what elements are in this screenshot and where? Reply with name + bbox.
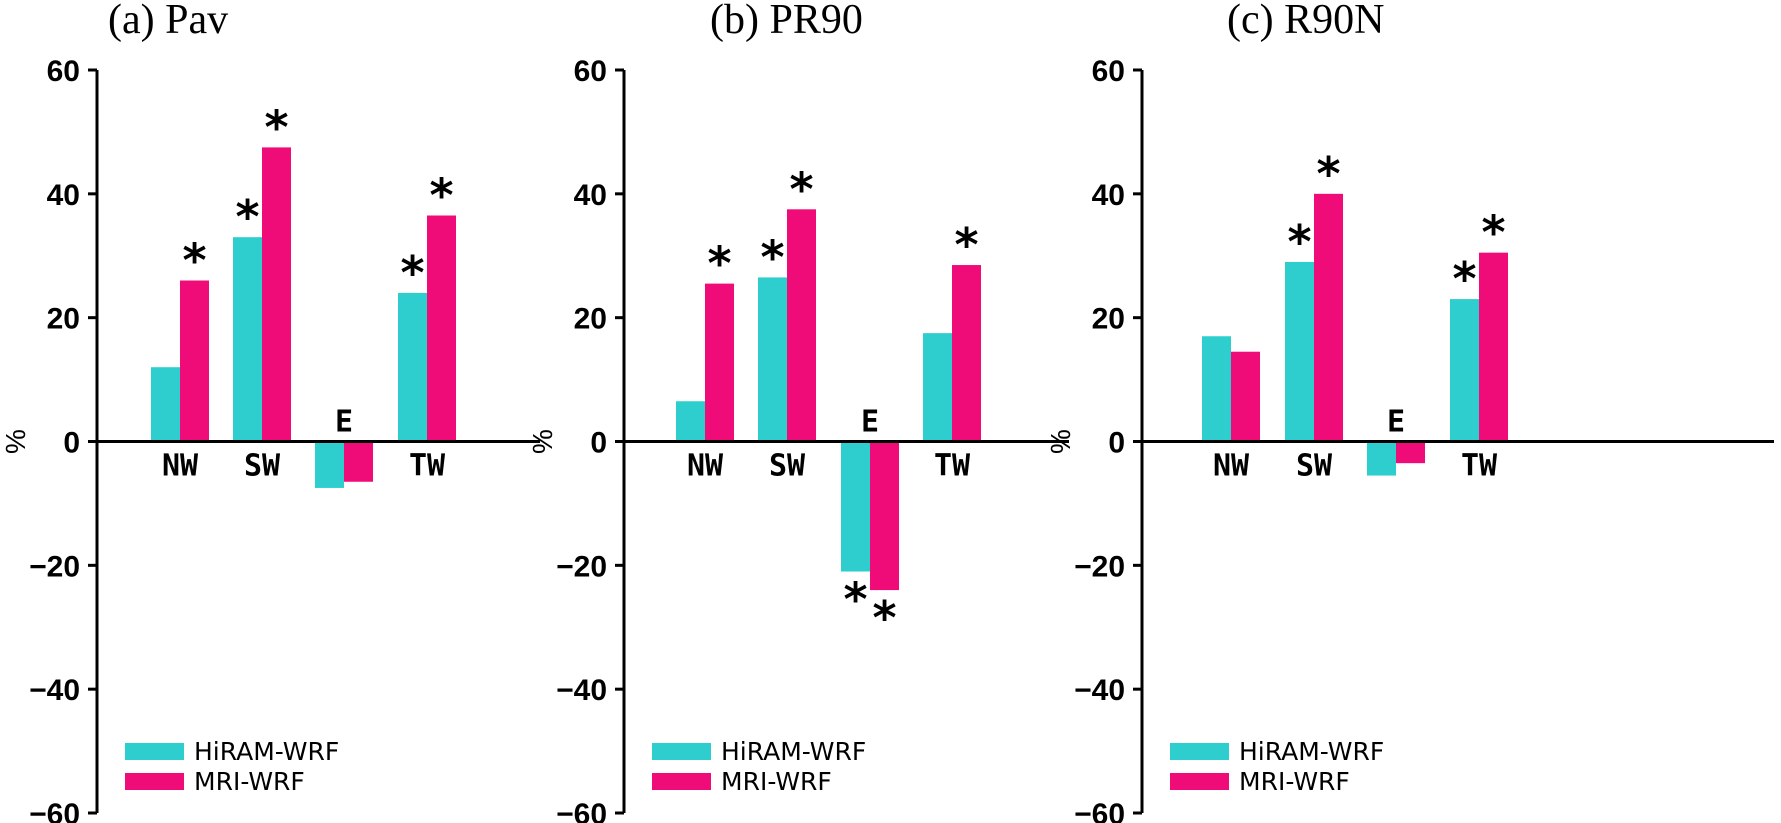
bar-nw-hiram-wrf xyxy=(676,401,705,442)
y-tick-label: −40 xyxy=(29,674,80,707)
y-tick-label: −20 xyxy=(556,550,607,583)
category-label: SW xyxy=(769,449,806,484)
y-axis-label: % xyxy=(0,429,31,454)
significance-star: * xyxy=(872,591,896,645)
legend-label: HiRAM-WRF xyxy=(1239,737,1384,766)
panel-title: (c) R90N xyxy=(1227,0,1384,43)
category-label: TW xyxy=(409,449,446,484)
category-label: NW xyxy=(162,449,199,484)
y-axis-label: % xyxy=(1045,429,1076,454)
legend-label: MRI-WRF xyxy=(721,767,832,796)
category-label: E xyxy=(1387,405,1405,440)
y-tick-label: 0 xyxy=(63,427,80,460)
significance-star: * xyxy=(760,230,784,284)
significance-star: * xyxy=(1452,252,1476,306)
significance-star: * xyxy=(429,169,453,223)
bar-e-hiram-wrf xyxy=(1367,441,1396,476)
legend-swatch-hiram-wrf xyxy=(652,743,711,760)
bar-tw-mri-wrf xyxy=(427,215,456,442)
bar-tw-hiram-wrf xyxy=(1450,299,1479,442)
category-label: E xyxy=(335,405,353,440)
bar-nw-mri-wrf xyxy=(180,280,209,442)
y-tick-label: 0 xyxy=(590,427,607,460)
bar-nw-hiram-wrf xyxy=(151,367,180,442)
legend-label: HiRAM-WRF xyxy=(721,737,866,766)
y-tick-label: −20 xyxy=(29,550,80,583)
bar-e-hiram-wrf xyxy=(841,441,870,572)
y-tick-label: 60 xyxy=(574,55,607,88)
bar-sw-mri-wrf xyxy=(262,147,291,442)
bar-sw-mri-wrf xyxy=(787,209,816,442)
category-label: SW xyxy=(244,449,281,484)
bar-nw-mri-wrf xyxy=(1231,351,1260,442)
category-label: E xyxy=(861,405,879,440)
bar-e-hiram-wrf xyxy=(315,441,344,488)
y-tick-label: 40 xyxy=(1092,179,1125,212)
legend-swatch-mri-wrf xyxy=(125,773,184,790)
significance-star: * xyxy=(264,100,288,154)
category-label: SW xyxy=(1296,449,1333,484)
bar-e-mri-wrf xyxy=(344,441,373,482)
significance-star: * xyxy=(1481,206,1505,260)
category-label: NW xyxy=(1213,449,1250,484)
legend-label: HiRAM-WRF xyxy=(194,737,339,766)
y-tick-label: 40 xyxy=(574,179,607,212)
y-tick-label: 60 xyxy=(1092,55,1125,88)
chart-panel-1: (a) Pav6040200−20−40−60%*NW**SWE**TWHiRA… xyxy=(0,0,540,823)
y-tick-label: −60 xyxy=(29,798,80,823)
bar-nw-mri-wrf xyxy=(705,283,734,442)
legend-swatch-hiram-wrf xyxy=(125,743,184,760)
significance-star: * xyxy=(400,246,424,300)
chart-panel-3: (c) R90N6040200−20−40−60%NW**SWE**TWHiRA… xyxy=(1045,0,1774,823)
significance-star: * xyxy=(1316,147,1340,201)
significance-star: * xyxy=(235,190,259,244)
bar-tw-hiram-wrf xyxy=(923,333,952,442)
bar-sw-hiram-wrf xyxy=(233,237,262,442)
y-tick-label: −20 xyxy=(1074,550,1125,583)
y-tick-label: 20 xyxy=(574,303,607,336)
significance-star: * xyxy=(707,237,731,291)
category-label: TW xyxy=(1461,449,1498,484)
y-tick-label: −60 xyxy=(1074,798,1125,823)
legend-swatch-hiram-wrf xyxy=(1170,743,1229,760)
y-tick-label: −40 xyxy=(556,674,607,707)
legend-label: MRI-WRF xyxy=(194,767,305,796)
bar-tw-mri-wrf xyxy=(952,265,981,442)
significance-star: * xyxy=(1287,215,1311,269)
category-label: TW xyxy=(934,449,971,484)
bar-sw-hiram-wrf xyxy=(1285,261,1314,442)
significance-star: * xyxy=(182,234,206,288)
y-tick-label: 40 xyxy=(47,179,80,212)
bar-e-mri-wrf xyxy=(870,441,899,591)
y-axis-label: % xyxy=(527,429,558,454)
significance-star: * xyxy=(789,162,813,216)
y-tick-label: 60 xyxy=(47,55,80,88)
y-tick-label: 20 xyxy=(1092,303,1125,336)
significance-star: * xyxy=(954,218,978,272)
y-tick-label: −60 xyxy=(556,798,607,823)
y-tick-label: 20 xyxy=(47,303,80,336)
bar-nw-hiram-wrf xyxy=(1202,336,1231,442)
significance-star: * xyxy=(843,573,867,627)
legend-swatch-mri-wrf xyxy=(1170,773,1229,790)
panel-title: (a) Pav xyxy=(108,0,228,43)
y-tick-label: −40 xyxy=(1074,674,1125,707)
y-tick-label: 0 xyxy=(1108,427,1125,460)
category-label: NW xyxy=(687,449,724,484)
bar-tw-mri-wrf xyxy=(1479,252,1508,442)
legend-swatch-mri-wrf xyxy=(652,773,711,790)
bar-sw-hiram-wrf xyxy=(758,277,787,442)
legend-label: MRI-WRF xyxy=(1239,767,1350,796)
bar-sw-mri-wrf xyxy=(1314,193,1343,442)
bar-tw-hiram-wrf xyxy=(398,292,427,442)
panel-title: (b) PR90 xyxy=(710,0,863,43)
bar-e-mri-wrf xyxy=(1396,441,1425,464)
